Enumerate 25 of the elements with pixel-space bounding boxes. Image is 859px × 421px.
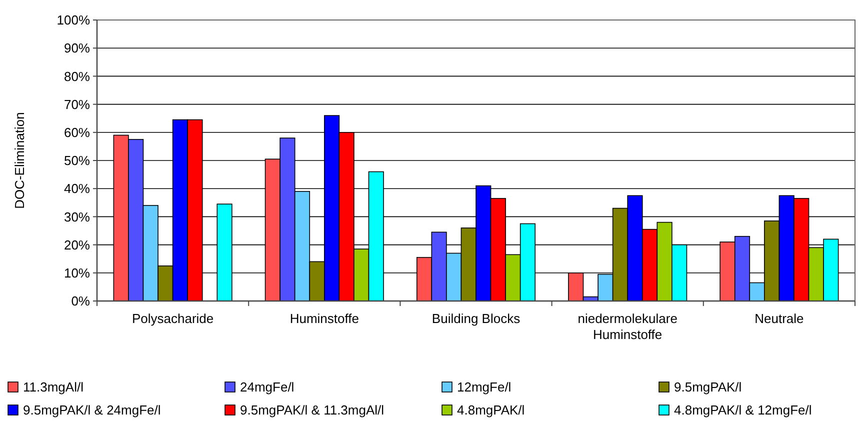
y-tick-label: 60% [64,124,90,140]
legend-label: 4.8mgPAK/l & 12mgFe/l [674,402,812,418]
legend-label: 4.8mgPAK/l [457,402,525,418]
y-tick-label: 0% [71,294,90,309]
legend-label: 11.3mgAl/l [23,380,84,395]
y-tick-label: 100% [56,12,90,28]
legend-label: 9.5mgPAK/l & 24mgFe/l [23,402,161,418]
x-tick-label: Huminstoffe [290,311,359,326]
y-tick-label: 10% [64,265,90,280]
x-tick-label: niedermolekulare Huminstoffe [578,311,678,342]
y-axis-title: DOC-Elimination [12,112,27,209]
x-tick-label: Polysacharide [132,311,214,326]
legend-label: 9.5mgPAK/l [674,380,742,395]
x-tick-label: Neutrale [754,311,804,326]
y-tick-label: 20% [64,237,90,252]
y-tick-label: 80% [64,68,90,84]
y-tick-label: 40% [64,181,90,196]
y-tick-label: 30% [64,209,90,224]
y-tick-label: 90% [64,40,90,56]
y-tick-label: 70% [64,96,90,112]
x-tick-label: Building Blocks [432,311,521,326]
legend-label: 12mgFe/l [457,380,512,395]
y-tick-label: 50% [64,153,90,168]
legend-label: 24mgFe/l [240,380,294,395]
legend-label: 9.5mgPAK/l & 11.3mgAl/l [240,402,384,418]
